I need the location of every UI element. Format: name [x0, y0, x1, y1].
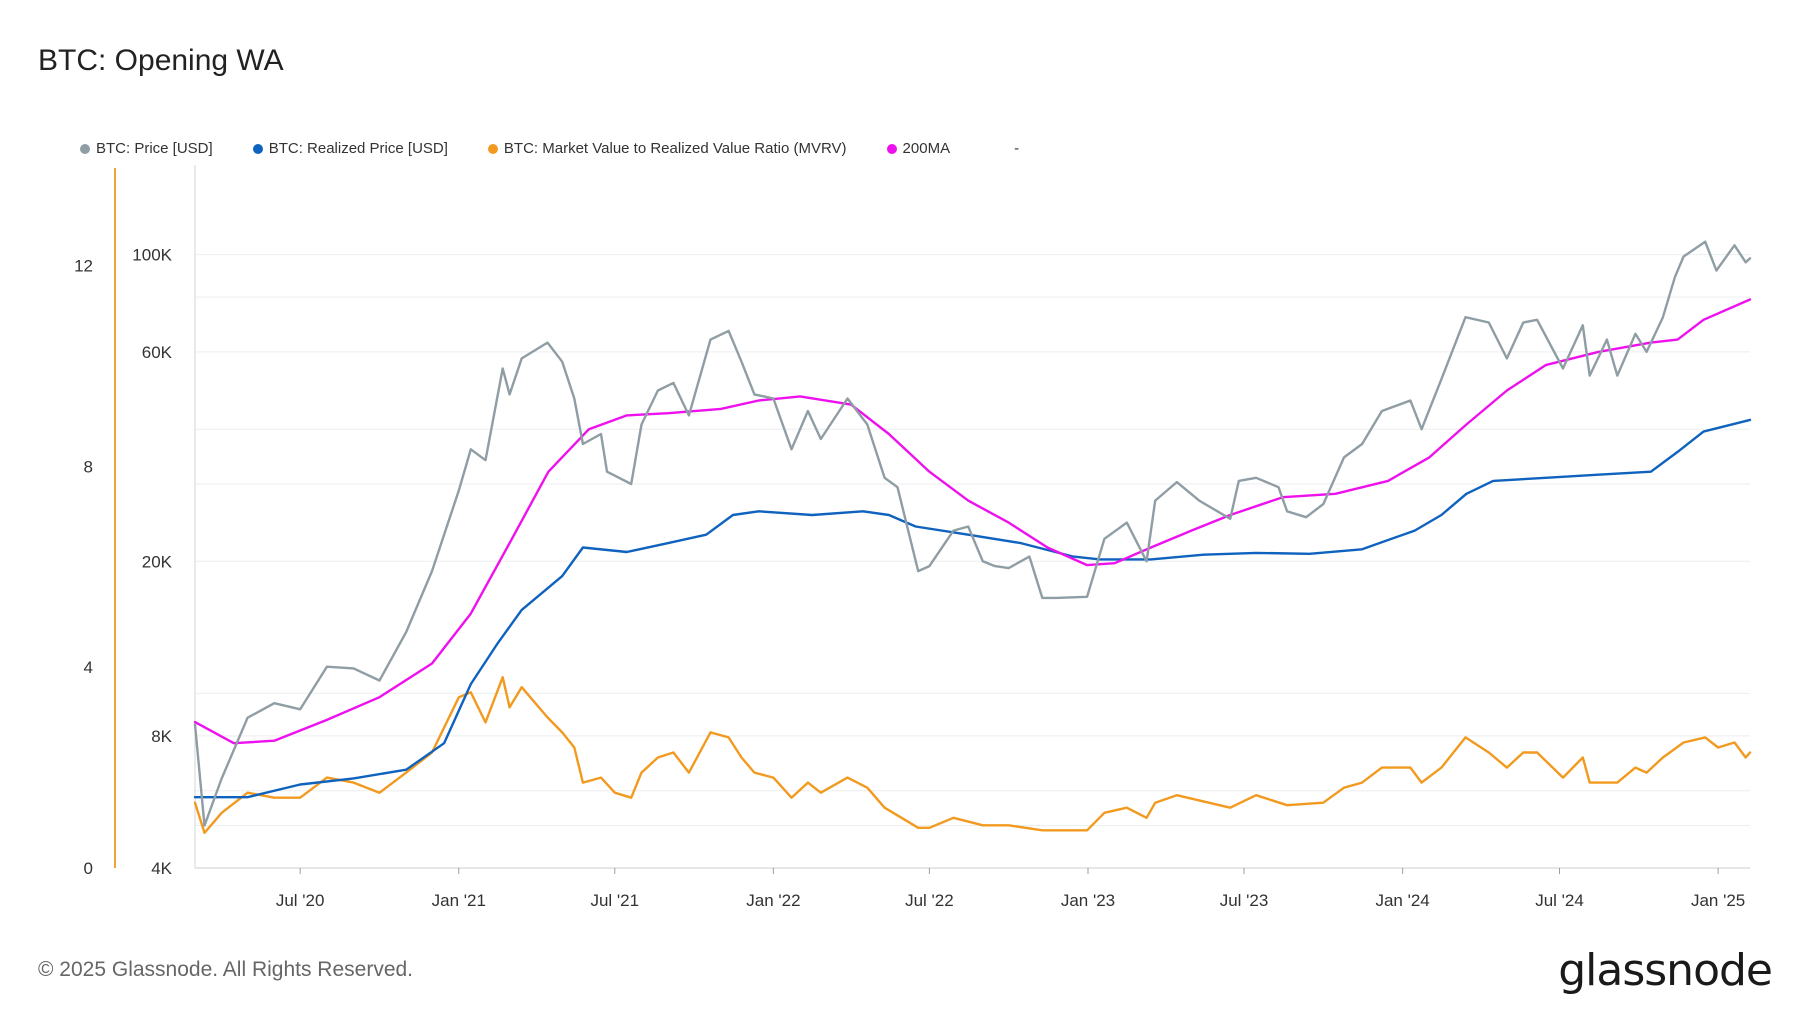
- y-right-tick-label: 20K: [142, 552, 173, 571]
- x-tick-label: Jul '24: [1535, 891, 1584, 910]
- y-left-tick-label: 8: [84, 457, 93, 476]
- legend-label-price: BTC: Price [USD]: [96, 140, 213, 157]
- legend-label-200ma: 200MA: [902, 140, 951, 157]
- series-line-btc-price-usd: [193, 240, 1752, 827]
- glassnode-logo: glassnode: [1558, 945, 1773, 996]
- page-title: BTC: Opening WA: [38, 44, 284, 77]
- copyright-footer: © 2025 Glassnode. All Rights Reserved.: [38, 958, 414, 981]
- y-right-tick-label: 4K: [151, 859, 172, 878]
- legend-label-mvrv: BTC: Market Value to Realized Value Rati…: [503, 140, 847, 157]
- legend-item-mvrv[interactable]: BTC: Market Value to Realized Value Rati…: [487, 140, 847, 157]
- legend-extra: -: [1014, 140, 1020, 157]
- x-tick-label: Jul '23: [1220, 891, 1269, 910]
- y-left-tick-label: 0: [84, 859, 93, 878]
- series-line-btc-market-value-to-realized-value-ratio-mvrv: [193, 676, 1752, 835]
- legend-dot-200ma: [886, 143, 897, 154]
- y-right-tick-label: 8K: [151, 727, 172, 746]
- legend: BTC: Price [USD] BTC: Realized Price [US…: [80, 140, 1019, 157]
- legend-item-200ma[interactable]: 200MA: [886, 140, 951, 157]
- x-tick-label: Jul '21: [590, 891, 639, 910]
- legend-item-price[interactable]: BTC: Price [USD]: [80, 140, 213, 157]
- x-tick-label: Jan '25: [1691, 891, 1745, 910]
- legend-item-realized-price[interactable]: BTC: Realized Price [USD]: [252, 140, 448, 157]
- y-right-tick-label: 100K: [132, 246, 172, 265]
- series-line-200ma: [193, 298, 1752, 745]
- legend-dot-mvrv: [487, 143, 498, 154]
- x-tick-label: Jan '21: [432, 891, 486, 910]
- x-tick-label: Jan '22: [746, 891, 800, 910]
- x-tick-label: Jul '20: [276, 891, 325, 910]
- y-left-tick-label: 12: [74, 256, 93, 275]
- series-line-btc-realized-price-usd: [193, 418, 1752, 799]
- y-left-tick-label: 4: [84, 658, 93, 677]
- x-tick-label: Jul '22: [905, 891, 954, 910]
- legend-dot-realized-price: [252, 143, 263, 154]
- x-tick-label: Jan '23: [1061, 891, 1115, 910]
- legend-label-realized-price: BTC: Realized Price [USD]: [268, 140, 448, 157]
- y-right-tick-label: 60K: [142, 343, 173, 362]
- legend-dot-price: [80, 143, 90, 154]
- x-tick-label: Jan '24: [1375, 891, 1429, 910]
